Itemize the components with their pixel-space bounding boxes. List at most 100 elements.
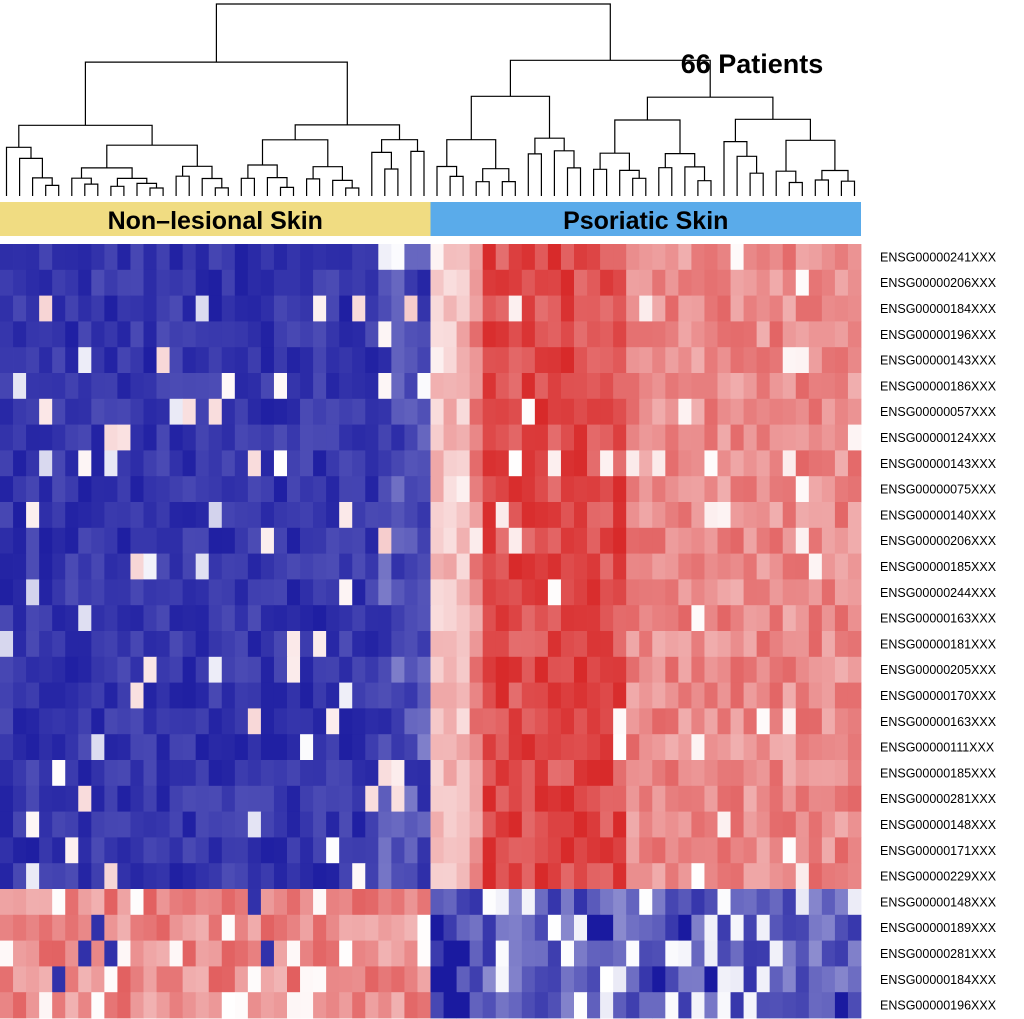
heatmap-cell (143, 631, 157, 658)
heatmap-cell (508, 502, 523, 529)
heatmap-cell (678, 940, 692, 967)
heatmap-cell (691, 708, 705, 735)
heatmap-cell (52, 837, 66, 864)
heatmap-cell (495, 269, 510, 296)
heatmap-cell (456, 656, 471, 683)
heatmap-cell (287, 347, 301, 374)
heatmap-cell (560, 940, 575, 967)
heatmap-cell (404, 527, 418, 554)
heatmap-cell (52, 373, 66, 400)
heatmap-cell (430, 837, 444, 864)
heatmap-cell (600, 656, 614, 683)
heatmap-cell (560, 863, 575, 890)
heatmap-cell (430, 682, 444, 709)
heatmap-cell (247, 553, 262, 580)
heatmap-cell (652, 502, 666, 529)
heatmap-cell (730, 811, 744, 838)
heatmap-cell (117, 631, 131, 658)
heatmap-cell (326, 992, 340, 1019)
heatmap-cell (91, 450, 105, 477)
heatmap-cell (391, 966, 405, 993)
heatmap-cell (13, 424, 27, 451)
heatmap-cell (508, 760, 523, 787)
heatmap-cell (834, 837, 849, 864)
heatmap-cell (495, 682, 510, 709)
heatmap-cell (600, 476, 614, 503)
heatmap-cell (65, 914, 79, 941)
dendrogram-branch (814, 179, 829, 196)
heatmap-cell (78, 889, 92, 916)
heatmap-cell (743, 373, 758, 400)
heatmap-cell (221, 269, 236, 296)
row-label: ENSG00000075XXX (880, 483, 997, 497)
heatmap-cell (795, 785, 810, 812)
heatmap-cell (78, 398, 92, 425)
heatmap-cell (417, 889, 431, 916)
heatmap-cell (65, 605, 79, 632)
dendrogram-branch (775, 170, 797, 196)
heatmap-cell (13, 940, 27, 967)
heatmap-cell (665, 889, 679, 916)
heatmap-cell (782, 811, 797, 838)
heatmap-cell (430, 321, 444, 348)
heatmap-cell (691, 889, 705, 916)
heatmap-cell (560, 785, 575, 812)
heatmap-cell (326, 476, 340, 503)
heatmap-cell (717, 682, 731, 709)
heatmap-cell (795, 502, 810, 529)
heatmap-cell (834, 656, 849, 683)
heatmap-cell (143, 527, 157, 554)
heatmap-cell (404, 347, 418, 374)
heatmap-cell (234, 992, 249, 1019)
heatmap-cell (521, 476, 536, 503)
heatmap-cell (613, 631, 627, 658)
heatmap-cell (482, 579, 497, 606)
heatmap-cell (300, 502, 314, 529)
heatmap-cell (652, 811, 666, 838)
heatmap-cell (13, 863, 27, 890)
heatmap-cell (691, 476, 705, 503)
heatmap-cell (469, 527, 484, 554)
heatmap-cell (208, 682, 223, 709)
heatmap-cell (560, 682, 575, 709)
heatmap-cell (260, 785, 275, 812)
heatmap-cell (443, 811, 457, 838)
heatmap-cell (234, 785, 249, 812)
heatmap-cell (574, 424, 588, 451)
heatmap-cell (195, 863, 210, 890)
heatmap-cell (795, 760, 810, 787)
heatmap-cell (339, 734, 353, 761)
heatmap-cell (652, 476, 666, 503)
heatmap-cell (600, 966, 614, 993)
heatmap-cell (182, 940, 197, 967)
heatmap-cell (300, 295, 314, 322)
heatmap-cell (821, 760, 836, 787)
heatmap-cell (195, 527, 210, 554)
dendrogram-branch (84, 61, 348, 126)
heatmap-cell (182, 579, 197, 606)
heatmap-cell (782, 244, 797, 271)
heatmap-cell (847, 450, 862, 477)
heatmap-cell (365, 760, 379, 787)
heatmap-cell (391, 682, 405, 709)
heatmap-cell (287, 605, 301, 632)
heatmap-cell (182, 992, 197, 1019)
heatmap-cell (808, 398, 823, 425)
heatmap-cell (117, 992, 131, 1019)
heatmap-cell (756, 476, 771, 503)
heatmap-cell (847, 321, 862, 348)
row-label: ENSG00000186XXX (880, 379, 997, 393)
heatmap-cell (665, 347, 679, 374)
heatmap-cell (495, 476, 510, 503)
heatmap-cell (704, 708, 718, 735)
heatmap-cell (547, 295, 562, 322)
heatmap-cell (417, 373, 431, 400)
heatmap-cell (769, 502, 784, 529)
heatmap-cell (365, 605, 379, 632)
heatmap-cell (221, 889, 236, 916)
heatmap-cell (508, 269, 523, 296)
heatmap-cell (574, 347, 588, 374)
heatmap-cell (613, 656, 627, 683)
heatmap-cell (287, 914, 301, 941)
group-annotation-bar: Non–lesional Skin Psoriatic Skin (0, 202, 861, 236)
